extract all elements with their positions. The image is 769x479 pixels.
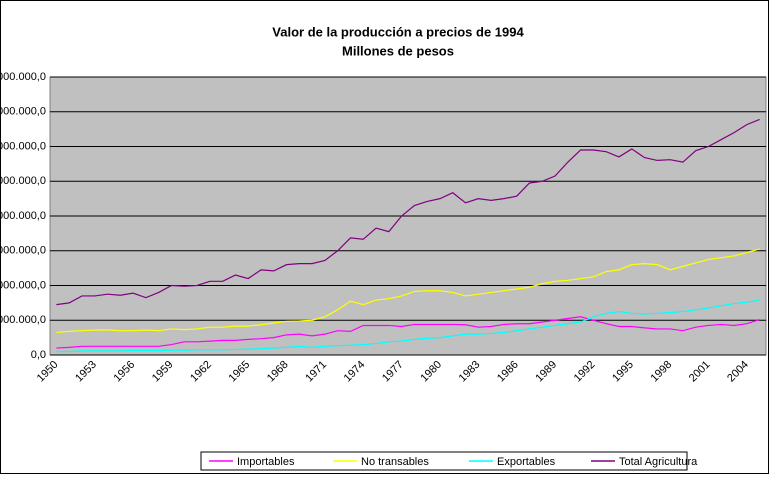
chart-title: Valor de la producción a precios de 1994 xyxy=(272,24,524,39)
legend-label: Total Agricultura xyxy=(619,456,698,468)
y-tick-label: 2.000.000,0 xyxy=(0,279,46,291)
chart-subtitle: Millones de pesos xyxy=(342,43,454,58)
legend-box xyxy=(200,451,688,471)
legend-label: No transables xyxy=(361,456,429,468)
series-line xyxy=(56,316,760,349)
y-tick-label: 5.000.000,0 xyxy=(0,175,46,187)
y-tick-label: 1.000.000,0 xyxy=(0,314,46,326)
legend-label: Importables xyxy=(237,456,295,468)
y-tick-label: 0,0 xyxy=(31,349,46,361)
y-tick-label: 3.000.000,0 xyxy=(0,245,46,257)
y-tick-label: 6.000.000,0 xyxy=(0,140,46,152)
y-tick-label: 4.000.000,0 xyxy=(0,210,46,222)
series-line xyxy=(56,248,760,334)
series-line xyxy=(56,118,760,306)
y-tick-label: 8.000.000,0 xyxy=(0,71,46,83)
legend-label: Exportables xyxy=(497,456,556,468)
y-tick-label: 7.000.000,0 xyxy=(0,106,46,118)
series-line xyxy=(56,299,760,353)
